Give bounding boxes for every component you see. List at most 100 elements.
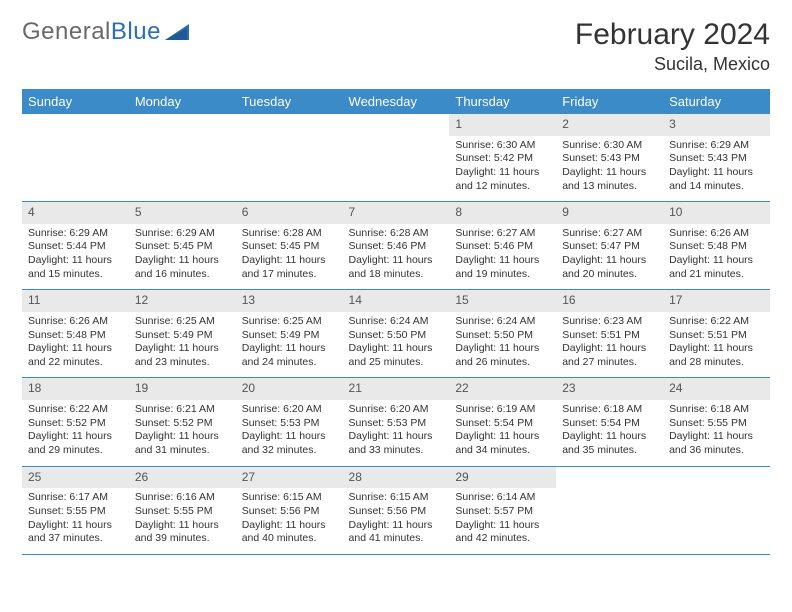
day-number: 19 (129, 378, 236, 400)
calendar-cell: 21Sunrise: 6:20 AMSunset: 5:53 PMDayligh… (343, 378, 450, 466)
sunset-text: Sunset: 5:53 PM (349, 417, 444, 431)
day-body: Sunrise: 6:28 AMSunset: 5:46 PMDaylight:… (343, 224, 450, 290)
calendar-cell: 27Sunrise: 6:15 AMSunset: 5:56 PMDayligh… (236, 466, 343, 554)
page-header: GeneralBlue February 2024 Sucila, Mexico (22, 18, 770, 75)
sunrise-text: Sunrise: 6:24 AM (349, 315, 444, 329)
calendar-cell: 24Sunrise: 6:18 AMSunset: 5:55 PMDayligh… (663, 378, 770, 466)
day-body: Sunrise: 6:30 AMSunset: 5:42 PMDaylight:… (449, 136, 556, 202)
sunrise-text: Sunrise: 6:29 AM (135, 227, 230, 241)
sunset-text: Sunset: 5:49 PM (135, 329, 230, 343)
day-number-empty (663, 467, 770, 489)
calendar-cell (129, 114, 236, 202)
weekday-wednesday: Wednesday (343, 89, 450, 114)
day-number: 6 (236, 202, 343, 224)
daylight-text: Daylight: 11 hours and 20 minutes. (562, 254, 657, 281)
day-number: 29 (449, 467, 556, 489)
sunset-text: Sunset: 5:56 PM (349, 505, 444, 519)
weekday-tuesday: Tuesday (236, 89, 343, 114)
calendar-cell: 26Sunrise: 6:16 AMSunset: 5:55 PMDayligh… (129, 466, 236, 554)
day-body: Sunrise: 6:25 AMSunset: 5:49 PMDaylight:… (236, 312, 343, 378)
calendar-week: 4Sunrise: 6:29 AMSunset: 5:44 PMDaylight… (22, 202, 770, 290)
day-number: 27 (236, 467, 343, 489)
daylight-text: Daylight: 11 hours and 25 minutes. (349, 342, 444, 369)
sunrise-text: Sunrise: 6:26 AM (28, 315, 123, 329)
day-body-empty (236, 136, 343, 192)
day-body: Sunrise: 6:16 AMSunset: 5:55 PMDaylight:… (129, 488, 236, 554)
day-number: 26 (129, 467, 236, 489)
day-number: 23 (556, 378, 663, 400)
day-number: 9 (556, 202, 663, 224)
day-body: Sunrise: 6:18 AMSunset: 5:55 PMDaylight:… (663, 400, 770, 466)
daylight-text: Daylight: 11 hours and 17 minutes. (242, 254, 337, 281)
calendar-cell: 17Sunrise: 6:22 AMSunset: 5:51 PMDayligh… (663, 290, 770, 378)
day-body: Sunrise: 6:26 AMSunset: 5:48 PMDaylight:… (663, 224, 770, 290)
sunset-text: Sunset: 5:49 PM (242, 329, 337, 343)
logo-part2: Blue (111, 18, 161, 45)
day-number: 21 (343, 378, 450, 400)
day-body: Sunrise: 6:20 AMSunset: 5:53 PMDaylight:… (343, 400, 450, 466)
sunset-text: Sunset: 5:50 PM (349, 329, 444, 343)
sunrise-text: Sunrise: 6:17 AM (28, 491, 123, 505)
day-body: Sunrise: 6:27 AMSunset: 5:47 PMDaylight:… (556, 224, 663, 290)
weekday-row: Sunday Monday Tuesday Wednesday Thursday… (22, 89, 770, 114)
daylight-text: Daylight: 11 hours and 15 minutes. (28, 254, 123, 281)
sunset-text: Sunset: 5:51 PM (562, 329, 657, 343)
calendar-cell: 8Sunrise: 6:27 AMSunset: 5:46 PMDaylight… (449, 202, 556, 290)
title-block: February 2024 Sucila, Mexico (575, 18, 770, 75)
calendar-week: 1Sunrise: 6:30 AMSunset: 5:42 PMDaylight… (22, 114, 770, 202)
calendar-week: 25Sunrise: 6:17 AMSunset: 5:55 PMDayligh… (22, 466, 770, 554)
sunset-text: Sunset: 5:44 PM (28, 240, 123, 254)
daylight-text: Daylight: 11 hours and 32 minutes. (242, 430, 337, 457)
daylight-text: Daylight: 11 hours and 19 minutes. (455, 254, 550, 281)
sunrise-text: Sunrise: 6:20 AM (349, 403, 444, 417)
sunset-text: Sunset: 5:54 PM (562, 417, 657, 431)
day-body: Sunrise: 6:18 AMSunset: 5:54 PMDaylight:… (556, 400, 663, 466)
sunrise-text: Sunrise: 6:29 AM (669, 139, 764, 153)
daylight-text: Daylight: 11 hours and 27 minutes. (562, 342, 657, 369)
daylight-text: Daylight: 11 hours and 18 minutes. (349, 254, 444, 281)
calendar-table: Sunday Monday Tuesday Wednesday Thursday… (22, 89, 770, 555)
daylight-text: Daylight: 11 hours and 12 minutes. (455, 166, 550, 193)
day-number-empty (236, 114, 343, 136)
calendar-cell: 16Sunrise: 6:23 AMSunset: 5:51 PMDayligh… (556, 290, 663, 378)
calendar-cell: 4Sunrise: 6:29 AMSunset: 5:44 PMDaylight… (22, 202, 129, 290)
weekday-saturday: Saturday (663, 89, 770, 114)
calendar-cell: 2Sunrise: 6:30 AMSunset: 5:43 PMDaylight… (556, 114, 663, 202)
day-number: 24 (663, 378, 770, 400)
calendar-cell (236, 114, 343, 202)
sunrise-text: Sunrise: 6:18 AM (562, 403, 657, 417)
sunset-text: Sunset: 5:45 PM (135, 240, 230, 254)
daylight-text: Daylight: 11 hours and 37 minutes. (28, 519, 123, 546)
daylight-text: Daylight: 11 hours and 28 minutes. (669, 342, 764, 369)
calendar-cell: 6Sunrise: 6:28 AMSunset: 5:45 PMDaylight… (236, 202, 343, 290)
calendar-week: 11Sunrise: 6:26 AMSunset: 5:48 PMDayligh… (22, 290, 770, 378)
calendar-cell (663, 466, 770, 554)
calendar-cell (343, 114, 450, 202)
day-body: Sunrise: 6:21 AMSunset: 5:52 PMDaylight:… (129, 400, 236, 466)
sunrise-text: Sunrise: 6:30 AM (562, 139, 657, 153)
day-number: 10 (663, 202, 770, 224)
day-number: 17 (663, 290, 770, 312)
sunset-text: Sunset: 5:46 PM (455, 240, 550, 254)
sunrise-text: Sunrise: 6:25 AM (242, 315, 337, 329)
sunrise-text: Sunrise: 6:28 AM (349, 227, 444, 241)
day-body: Sunrise: 6:24 AMSunset: 5:50 PMDaylight:… (343, 312, 450, 378)
day-body: Sunrise: 6:29 AMSunset: 5:43 PMDaylight:… (663, 136, 770, 202)
daylight-text: Daylight: 11 hours and 42 minutes. (455, 519, 550, 546)
day-number: 15 (449, 290, 556, 312)
calendar-cell: 9Sunrise: 6:27 AMSunset: 5:47 PMDaylight… (556, 202, 663, 290)
daylight-text: Daylight: 11 hours and 16 minutes. (135, 254, 230, 281)
weekday-friday: Friday (556, 89, 663, 114)
sunrise-text: Sunrise: 6:27 AM (562, 227, 657, 241)
day-body: Sunrise: 6:17 AMSunset: 5:55 PMDaylight:… (22, 488, 129, 554)
day-body: Sunrise: 6:15 AMSunset: 5:56 PMDaylight:… (236, 488, 343, 554)
day-number: 22 (449, 378, 556, 400)
sunrise-text: Sunrise: 6:26 AM (669, 227, 764, 241)
sunrise-text: Sunrise: 6:30 AM (455, 139, 550, 153)
calendar-cell (22, 114, 129, 202)
day-number: 4 (22, 202, 129, 224)
calendar-cell: 11Sunrise: 6:26 AMSunset: 5:48 PMDayligh… (22, 290, 129, 378)
sunrise-text: Sunrise: 6:15 AM (349, 491, 444, 505)
calendar-cell: 23Sunrise: 6:18 AMSunset: 5:54 PMDayligh… (556, 378, 663, 466)
daylight-text: Daylight: 11 hours and 40 minutes. (242, 519, 337, 546)
